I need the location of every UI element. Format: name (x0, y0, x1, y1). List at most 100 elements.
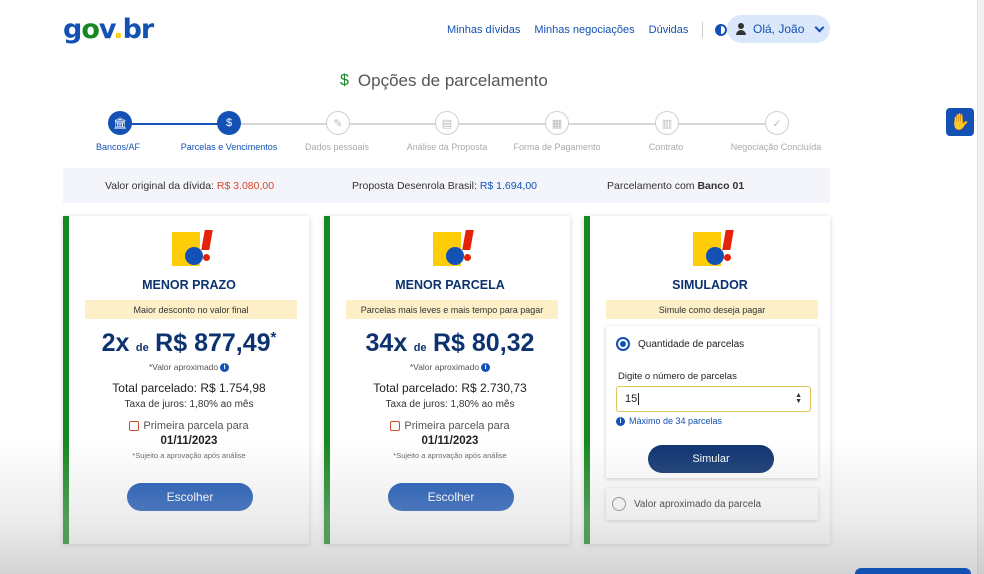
step-label-contrato: Contrato (648, 142, 684, 152)
calendar-icon (129, 421, 140, 432)
radio-valor-aproximado[interactable] (612, 497, 626, 511)
nav-minhas-negociacoes[interactable]: Minhas negociações (534, 24, 635, 36)
step-label-bancos: Bancos/AF (95, 142, 141, 152)
input-label: Digite o número de parcelas (618, 371, 737, 382)
step-label-dados: Dados pessoais (304, 142, 370, 152)
approx-text: *Valor aproximado (409, 362, 480, 372)
installment-count: 2x (101, 329, 130, 357)
money-hand-icon: $ (217, 111, 241, 135)
user-menu-button[interactable]: Olá, João (727, 15, 830, 43)
logo-v: v (98, 14, 114, 45)
total-installment: Total parcelado: R$ 2.730,73 (373, 381, 527, 395)
installment-price: 34x de R$ 80,32 (330, 329, 570, 358)
installment-value: R$ 877,49 (155, 329, 271, 357)
check-icon: ✓ (765, 111, 789, 135)
window-edge (977, 0, 984, 574)
contract-icon: ▥ (655, 111, 679, 135)
bank-info: Parcelamento com Banco 01 (607, 180, 744, 192)
radio-valor-label: Valor aproximado da parcela (634, 499, 762, 510)
installments-number-input[interactable]: 15 ▲ ▼ (616, 386, 811, 412)
info-icon[interactable]: i (220, 363, 230, 373)
radio-quantidade-parcelas[interactable] (616, 337, 630, 351)
step-label-parcelas: Parcelas e Vencimentos (180, 142, 278, 152)
first-installment: Primeira parcela para (69, 420, 309, 432)
simulator-value-panel: Valor aproximado da parcela (606, 488, 818, 520)
price-de: de (413, 342, 427, 354)
max-installments-note: i Máximo de 34 parcelas (616, 416, 723, 427)
first-installment: Primeira parcela para (330, 420, 570, 432)
max-note-text: Máximo de 34 parcelas (629, 416, 723, 426)
installment-count: 34x (365, 329, 408, 357)
choose-button[interactable]: Escolher (127, 483, 253, 511)
approx-text: *Valor aproximado (148, 362, 219, 372)
logo-g: g (63, 14, 82, 45)
desenrola-logo (172, 230, 216, 268)
info-icon[interactable]: i (481, 363, 491, 373)
price-de: de (135, 342, 149, 354)
step-label-analise: Análise da Proposta (406, 142, 488, 152)
interest-rate: Taxa de juros: 1,80% ao mês (385, 399, 515, 410)
partial-button[interactable] (855, 568, 971, 574)
proposal-info: Proposta Desenrola Brasil: R$ 1.694,00 (352, 180, 537, 192)
option-card-menor-prazo: MENOR PRAZO Maior desconto no valor fina… (63, 216, 309, 544)
nav-minhas-dividas[interactable]: Minhas dívidas (447, 24, 521, 36)
installment-value: R$ 80,32 (433, 329, 535, 357)
step-line-pending (228, 123, 778, 125)
user-icon (735, 23, 747, 35)
step-label-concluida: Negociação Concluída (730, 142, 822, 152)
nav-duvidas[interactable]: Dúvidas (648, 24, 689, 36)
card-banner: Simule como deseja pagar (606, 300, 818, 319)
simulate-button[interactable]: Simular (648, 445, 774, 473)
option-card-simulador: SIMULADOR Simule como deseja pagar Quant… (584, 216, 830, 544)
bank-icon: 🏛 (108, 111, 132, 135)
logo-dot: . (113, 14, 123, 45)
card-banner: Parcelas mais leves e mais tempo para pa… (346, 300, 558, 319)
proposal-label: Proposta Desenrola Brasil: (352, 179, 480, 192)
top-nav: Minhas dívidas Minhas negociações Dúvida… (447, 22, 745, 38)
chevron-down-icon (814, 22, 825, 32)
calendar-icon (390, 421, 401, 432)
govbr-logo[interactable]: gov.br (63, 14, 155, 45)
page-title: $ Opções de parcelamento (340, 71, 548, 91)
document-icon: ▤ (435, 111, 459, 135)
info-icon: i (616, 417, 625, 427)
radio-quantidade-label: Quantidade de parcelas (638, 339, 745, 350)
step-line-done (120, 123, 228, 125)
choose-button[interactable]: Escolher (388, 483, 514, 511)
desenrola-logo (433, 230, 477, 268)
total-installment: Total parcelado: R$ 1.754,98 (112, 381, 266, 395)
stepper-arrows-icon[interactable]: ▲ ▼ (795, 392, 802, 405)
bank-label: Parcelamento com (607, 179, 698, 192)
option-card-menor-parcela: MENOR PARCELA Parcelas mais leves e mais… (324, 216, 570, 544)
text-cursor (638, 393, 640, 405)
first-installment-date: 01/11/2023 (421, 435, 479, 447)
logo-br: br (122, 14, 155, 45)
installment-price: 2x de R$ 877,49* (69, 329, 309, 358)
progress-stepper: 🏛 $ ✎ ▤ ▦ ▥ ✓ Bancos/AF Parcelas e Venci… (0, 111, 984, 159)
desenrola-logo (693, 230, 737, 268)
step-label-pagamento: Forma de Pagamento (513, 142, 601, 152)
first-installment-label: Primeira parcela para (404, 420, 510, 432)
contrast-icon[interactable] (715, 24, 728, 36)
approx-value-note: *Valor aproximado i (69, 362, 309, 373)
page-title-text: Opções de parcelamento (357, 71, 548, 90)
proposal-value: R$ 1.694,00 (479, 179, 538, 192)
interest-rate: Taxa de juros: 1,80% ao mês (124, 399, 254, 410)
card-banner: Maior desconto no valor final (85, 300, 297, 319)
qr-icon: ▦ (545, 111, 569, 135)
logo-o: o (81, 14, 100, 45)
original-value-label: Valor original da dívida: (105, 179, 217, 192)
card-title: SIMULADOR (672, 278, 748, 292)
bank-value: Banco 01 (697, 179, 745, 192)
card-title: MENOR PARCELA (395, 278, 505, 292)
price-asterisk: * (270, 329, 277, 346)
accessibility-icon[interactable]: ✋ (946, 108, 974, 136)
approx-value-note: *Valor aproximado i (330, 362, 570, 373)
debt-info-bar: Valor original da dívida: R$ 3.080,00 Pr… (63, 168, 830, 203)
money-hand-icon: $ (340, 72, 349, 89)
approval-note: *Sujeito a aprovação após análise (132, 451, 246, 460)
first-installment-label: Primeira parcela para (143, 420, 249, 432)
original-value-info: Valor original da dívida: R$ 3.080,00 (105, 180, 274, 192)
card-title: MENOR PRAZO (142, 278, 236, 292)
approval-note: *Sujeito a aprovação após análise (393, 451, 507, 460)
